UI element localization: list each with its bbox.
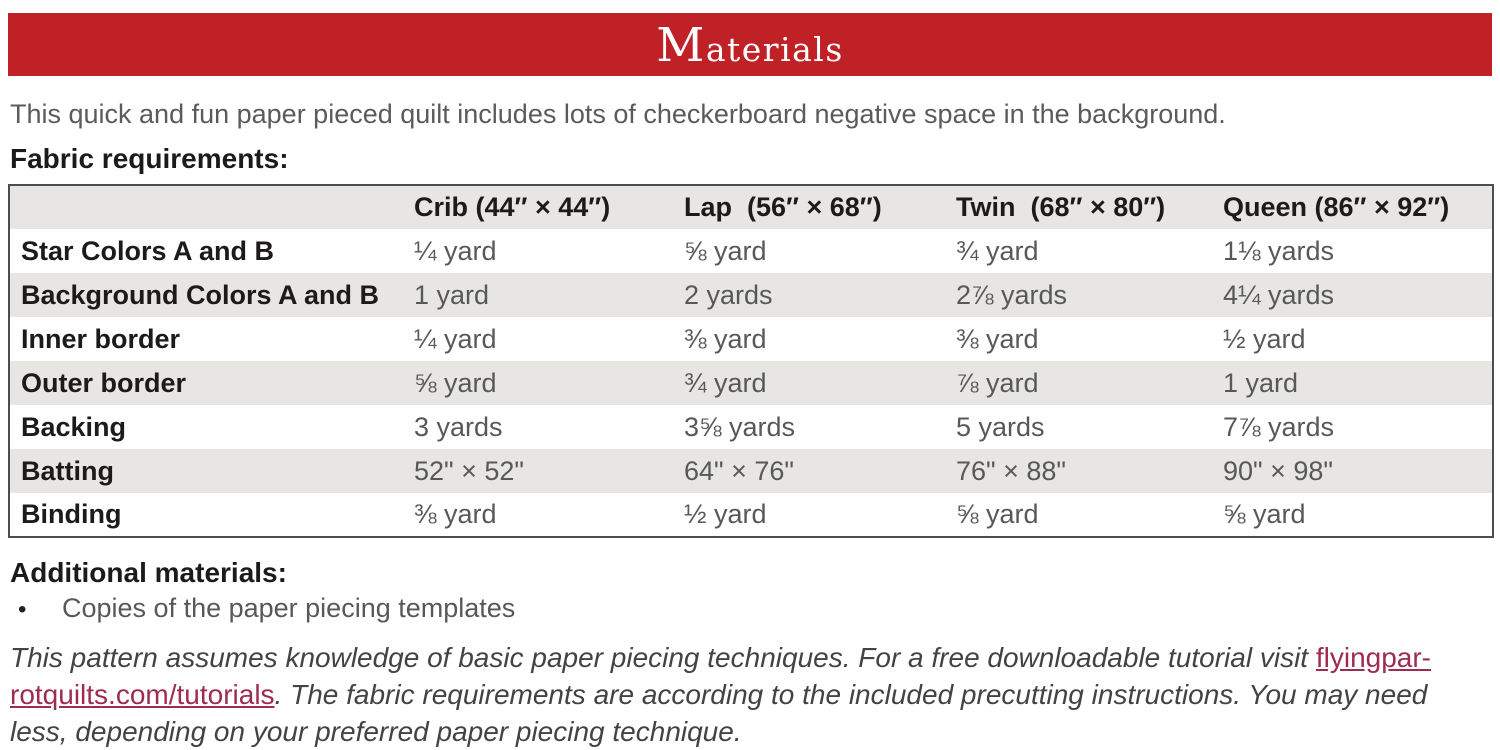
tutorials-link-part1[interactable]: flyingpar-	[1315, 642, 1432, 673]
header-cell-queen: Queen (86″ × 92″)	[1223, 192, 1450, 222]
row-label: Star Colors A and B	[21, 235, 275, 266]
list-item-text: Copies of the paper piecing templates	[62, 593, 516, 623]
table-row: Inner border ¼ yard ⅜ yard ⅜ yard ½ yard	[9, 317, 1493, 361]
table-cell: ¼ yard	[414, 323, 497, 354]
table-cell: ⅝ yard	[684, 235, 767, 266]
table-row: Binding ⅜ yard ½ yard ⅝ yard ⅝ yard	[9, 493, 1493, 537]
table-cell: ⅞ yard	[956, 367, 1039, 398]
table-row: Batting 52" × 52" 64" × 76" 76" × 88" 90…	[9, 449, 1493, 493]
table-cell: 76" × 88"	[956, 455, 1067, 486]
list-item: • Copies of the paper piecing templates	[18, 593, 1492, 624]
row-label: Outer border	[21, 367, 187, 398]
table-cell: ⅝ yard	[1223, 499, 1306, 529]
additional-materials-heading: Additional materials:	[10, 557, 287, 588]
fabric-requirements-heading: Fabric requirements:	[10, 143, 289, 174]
table-cell: 1 yard	[1223, 367, 1299, 398]
bullet-icon: •	[18, 596, 27, 623]
footnote-last-line: less, depending on your preferred paper …	[10, 716, 742, 747]
footnote-text-after-link: . The fabric requirements are according …	[274, 679, 1428, 710]
table-row: Backing 3 yards 3⅝ yards 5 yards 7⅞ yard…	[9, 405, 1493, 449]
table-cell: ⅝ yard	[414, 367, 497, 398]
footnote-paragraph: This pattern assumes knowledge of basic …	[10, 639, 1492, 750]
table-cell: 64" × 76"	[684, 455, 795, 486]
table-cell: 3 yards	[414, 411, 503, 442]
section-title: Materials	[656, 18, 844, 73]
table-cell: 5 yards	[956, 411, 1045, 442]
header-cell-twin: Twin (68″ × 80″)	[956, 192, 1166, 222]
footnote-text-before-link: This pattern assumes knowledge of basic …	[10, 642, 1316, 673]
table-cell: ½ yard	[1223, 323, 1306, 354]
table-cell: 52" × 52"	[414, 455, 525, 486]
header-cell-crib: Crib (44″ × 44″)	[414, 192, 611, 222]
table-cell: ¾ yard	[956, 235, 1039, 266]
table-cell: 4¼ yards	[1223, 279, 1335, 310]
table-row: Star Colors A and B ¼ yard ⅝ yard ¾ yard…	[9, 229, 1493, 273]
table-cell: ¾ yard	[684, 367, 767, 398]
row-label: Batting	[21, 455, 114, 486]
table-row: Outer border ⅝ yard ¾ yard ⅞ yard 1 yard	[9, 361, 1493, 405]
table-cell: 2 yards	[684, 279, 773, 310]
table-cell: 3⅝ yards	[684, 411, 796, 442]
table-cell: 90" × 98"	[1223, 455, 1334, 486]
table-cell: 2⅞ yards	[956, 279, 1068, 310]
table-cell: 1⅛ yards	[1223, 235, 1335, 266]
tutorials-link-part2[interactable]: rotquilts.com/tutorials	[10, 679, 275, 710]
table-cell: ⅝ yard	[956, 499, 1039, 529]
row-label: Binding	[21, 499, 122, 529]
table-cell: ¼ yard	[414, 235, 497, 266]
table-cell: ⅜ yard	[956, 323, 1039, 354]
row-label: Background Colors A and B	[21, 279, 380, 310]
table-header-row: Crib (44″ × 44″) Lap (56″ × 68″) Twin (6…	[9, 185, 1493, 229]
table-row: Background Colors A and B 1 yard 2 yards…	[9, 273, 1493, 317]
header-cell-blank	[9, 185, 414, 229]
table-cell: 1 yard	[414, 279, 490, 310]
row-label: Inner border	[21, 323, 181, 354]
header-cell-lap: Lap (56″ × 68″)	[684, 192, 882, 222]
table-cell: ⅜ yard	[684, 323, 767, 354]
row-label: Backing	[21, 411, 127, 442]
table-cell: ⅜ yard	[414, 499, 497, 529]
fabric-requirements-table: Crib (44″ × 44″) Lap (56″ × 68″) Twin (6…	[8, 184, 1494, 538]
table-cell: 7⅞ yards	[1223, 411, 1335, 442]
table-cell: ½ yard	[684, 499, 767, 529]
section-banner: Materials	[8, 13, 1492, 76]
intro-text: This quick and fun paper pieced quilt in…	[10, 99, 1226, 129]
